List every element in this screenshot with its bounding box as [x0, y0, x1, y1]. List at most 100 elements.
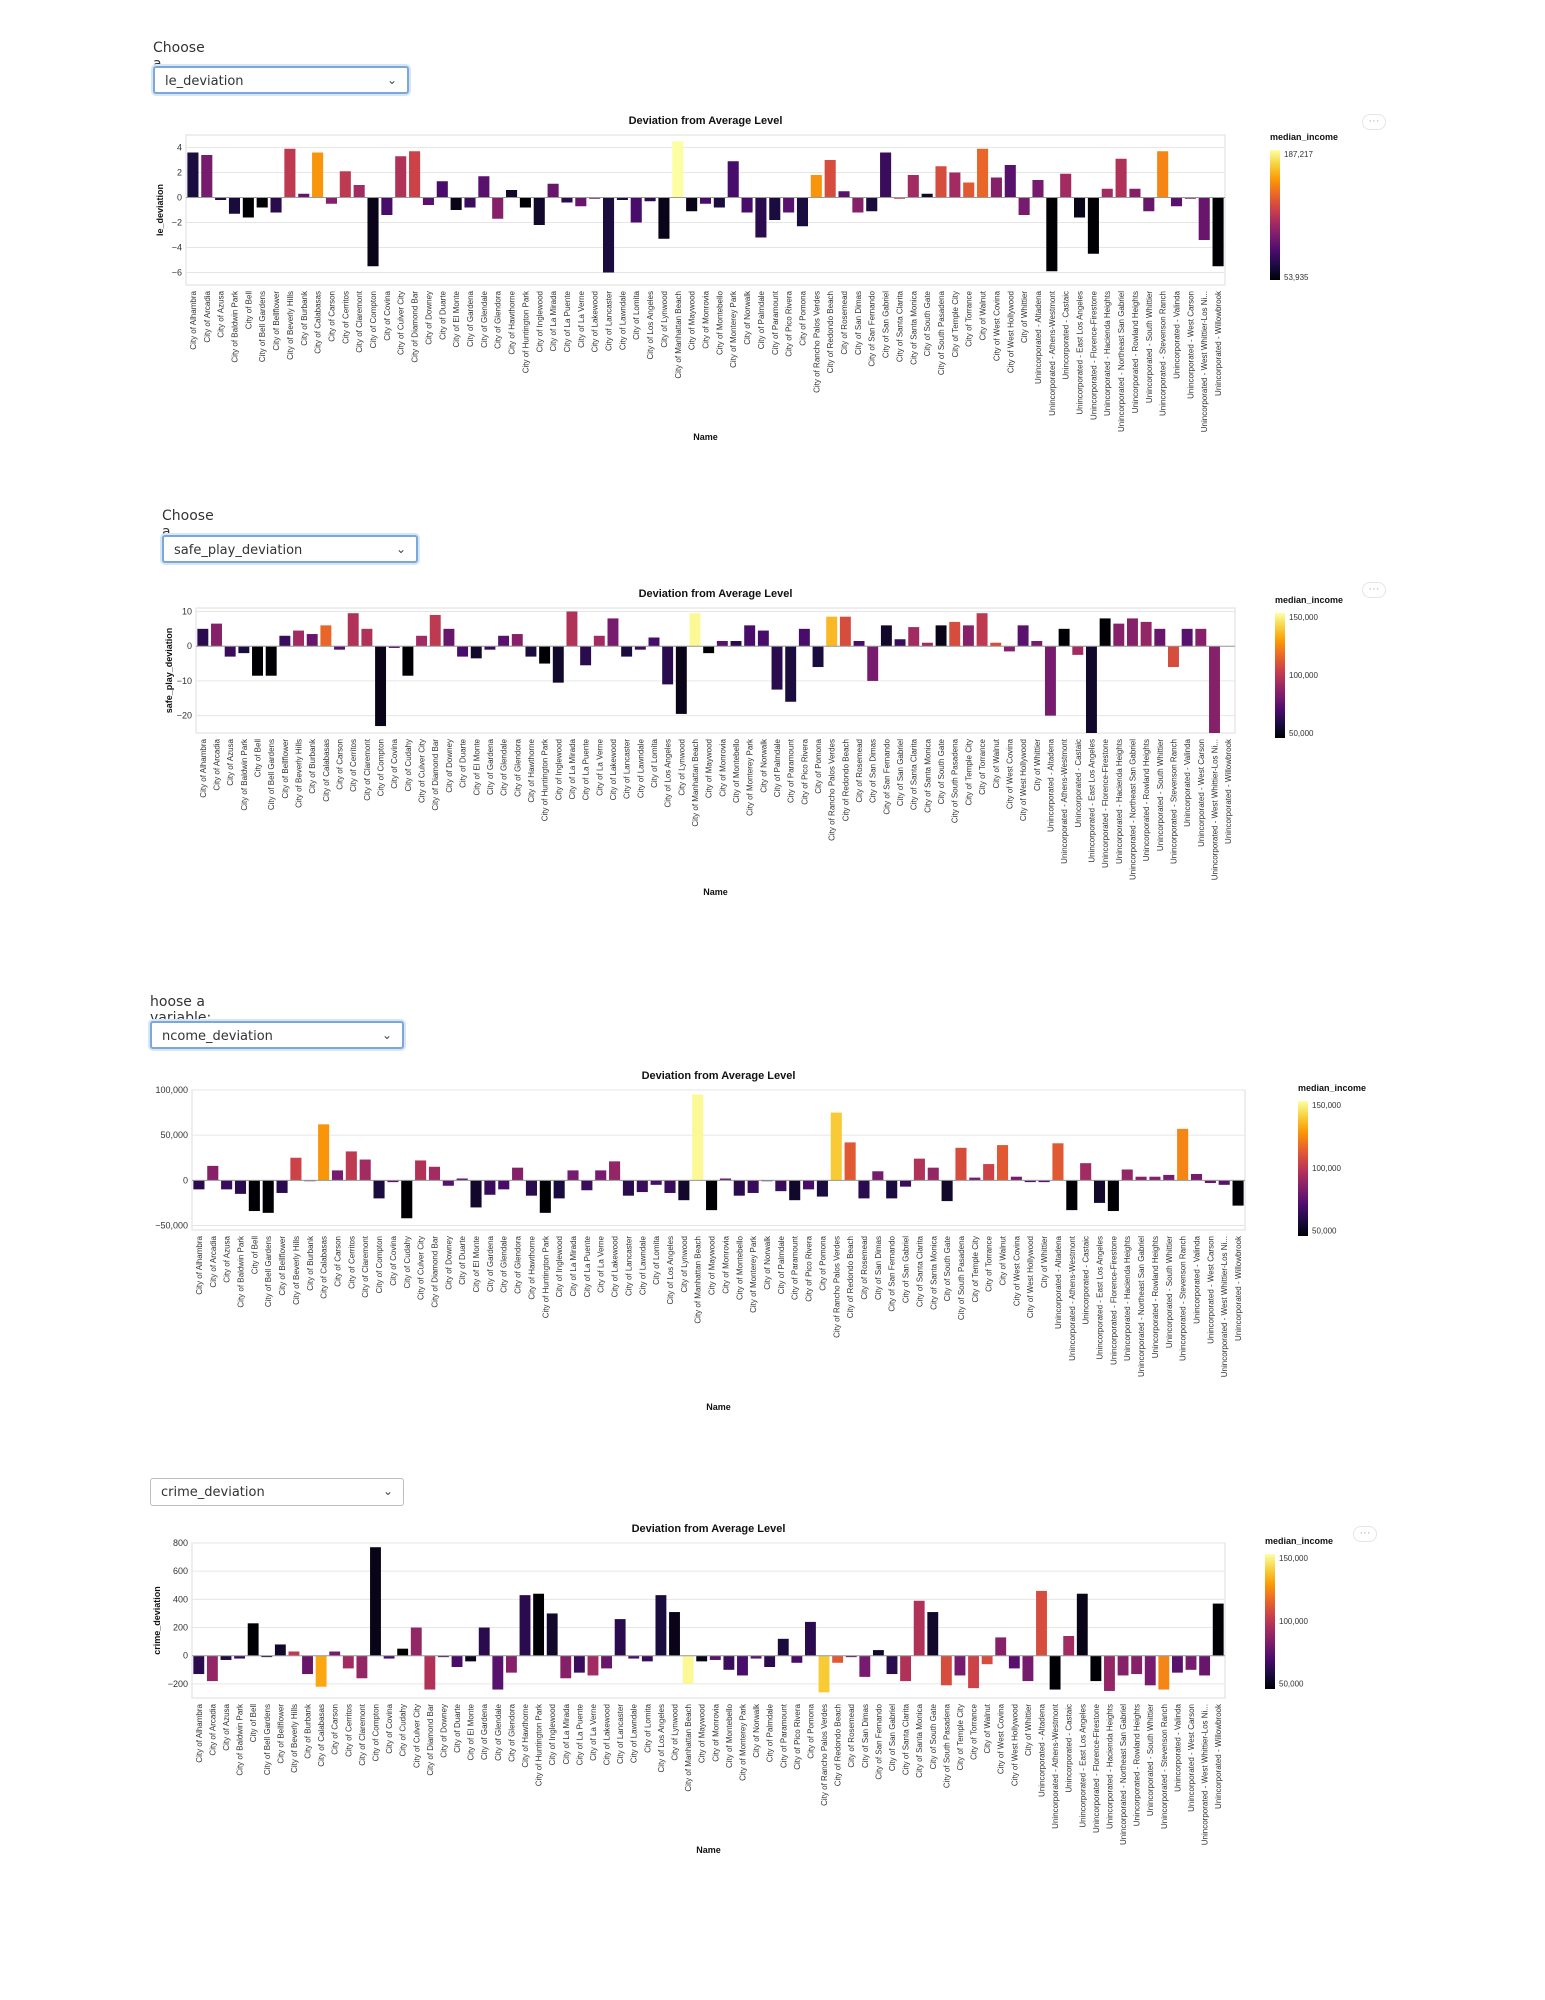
bar — [331, 1170, 344, 1181]
bar — [552, 646, 564, 683]
x-tick-label: City of West Covina — [997, 1703, 1006, 1774]
x-axis-label: Name — [703, 887, 728, 897]
bar — [1031, 640, 1043, 647]
bar — [221, 1180, 233, 1190]
bar — [470, 646, 482, 659]
x-tick-label: City of Inglewood — [555, 1236, 564, 1297]
bar — [908, 627, 920, 647]
bar — [648, 637, 660, 647]
x-tick-label: City of Temple City — [951, 291, 960, 358]
bar — [616, 197, 628, 200]
variable-select[interactable]: crime_deviation ⌄ — [150, 1478, 404, 1506]
x-tick-label: Unincorporated - West Carson — [1197, 739, 1206, 847]
bar — [609, 1161, 621, 1181]
more-horizontal-icon[interactable]: ··· — [1353, 1526, 1377, 1542]
bar — [498, 1180, 510, 1190]
chart-title: Deviation from Average Level — [639, 588, 793, 600]
bar — [211, 623, 222, 647]
bar — [723, 1655, 735, 1670]
x-tick-label: City of Redondo Beach — [834, 1704, 843, 1786]
more-horizontal-icon[interactable]: ··· — [1362, 114, 1386, 130]
x-tick-label: City of Baldwin Park — [240, 738, 249, 811]
x-tick-label: City of West Hollywood — [1006, 291, 1015, 373]
x-tick-label: City of Torrance — [985, 1235, 994, 1291]
variable-select[interactable]: safe_play_deviation ⌄ — [162, 535, 418, 563]
bar — [913, 1600, 925, 1656]
bar — [519, 1595, 531, 1656]
x-tick-label: City of Lawndale — [638, 1235, 647, 1295]
x-tick-label: City of Claremont — [358, 1703, 367, 1766]
x-tick-label: City of Rancho Palos Verdes — [820, 1704, 829, 1806]
x-tick-label: Unincorporated - Florence-Firestone — [1092, 1703, 1101, 1832]
bar — [1181, 628, 1193, 647]
bar — [990, 642, 1002, 647]
x-tick-label: City of Walnut — [983, 1703, 992, 1753]
bar — [968, 1655, 979, 1689]
bar — [1218, 1180, 1230, 1185]
x-tick-label: City of Hawthorne — [527, 1235, 536, 1299]
bar — [279, 635, 291, 647]
x-tick-label: City of La Puente — [563, 290, 572, 352]
x-axis-label: Name — [696, 1845, 721, 1855]
bar — [719, 1178, 731, 1181]
x-tick-label: City of Culver City — [418, 739, 427, 803]
x-tick-label: City of Whittier — [1033, 739, 1042, 791]
bar — [886, 1655, 898, 1675]
bar — [401, 1180, 413, 1219]
bar — [1131, 1655, 1143, 1675]
bar — [858, 1180, 870, 1199]
x-axis-label: Name — [706, 1402, 731, 1412]
variable-select[interactable]: le_deviation ⌄ — [153, 66, 409, 94]
bar — [409, 151, 421, 198]
x-tick-label: Unincorporated - South Whittier — [1156, 739, 1165, 851]
x-tick-label: Unincorporated - Castaic — [1082, 1236, 1091, 1324]
x-tick-label: City of Burbank — [308, 738, 317, 794]
y-axis-label: crime_deviation — [152, 1586, 162, 1655]
x-tick-label: City of Monterey Park — [746, 738, 755, 816]
bar — [1018, 197, 1030, 215]
bar — [256, 197, 268, 208]
x-tick-label: City of West Hollywood — [1010, 1704, 1019, 1786]
bar — [201, 155, 213, 198]
bar — [1232, 1180, 1244, 1206]
x-tick-label: City of Lomita — [632, 290, 641, 339]
x-tick-label: Unincorporated - Athens-Westmont — [1060, 738, 1069, 864]
bar — [1032, 180, 1044, 198]
x-tick-label: City of Duarte — [459, 738, 468, 787]
x-tick-label: City of Paramount — [771, 290, 780, 355]
legend-tick-label: 100,000 — [1312, 1164, 1341, 1173]
bar — [539, 646, 551, 664]
bar — [492, 1655, 504, 1690]
x-tick-label: Unincorporated - West Whittier-Los Ni... — [1210, 739, 1219, 880]
x-tick-label: Unincorporated - Hacienda Heights — [1105, 1704, 1114, 1829]
bar — [193, 1655, 205, 1675]
bar — [1198, 197, 1210, 240]
bar — [261, 1655, 273, 1658]
x-tick-label: City of Santa Clarita — [910, 738, 919, 810]
bar — [913, 1158, 925, 1181]
x-tick-label: City of Inglewood — [554, 739, 563, 800]
x-tick-label: City of Redondo Beach — [846, 1236, 855, 1318]
bar — [234, 1655, 246, 1659]
bar — [593, 635, 605, 647]
bar — [270, 197, 282, 213]
bar — [561, 197, 573, 203]
bar — [662, 646, 674, 685]
x-tick-label: City of Palmdale — [766, 1703, 775, 1762]
bar — [1073, 197, 1086, 218]
bar — [498, 635, 510, 647]
bar — [416, 635, 428, 647]
bar — [747, 1180, 759, 1193]
x-tick-label: City of Downey — [445, 739, 454, 793]
x-tick-label: City of Arcadia — [209, 1235, 218, 1287]
y-tick-label: 10 — [182, 606, 192, 616]
x-tick-label: City of Inglewood — [548, 1704, 557, 1765]
x-tick-label: City of Claremont — [363, 738, 372, 801]
bar — [312, 152, 324, 198]
bar — [1076, 1593, 1088, 1656]
bar-chart-income-deviation: 100,000 50,000 0 −50,000 Deviation from Aver… — [155, 1070, 1366, 1412]
x-tick-label: City of Cerritos — [341, 291, 350, 344]
more-horizontal-icon[interactable]: ··· — [1362, 582, 1386, 598]
x-tick-label: City of La Puente — [582, 738, 591, 800]
variable-select[interactable]: ncome_deviation ⌄ — [150, 1021, 404, 1049]
